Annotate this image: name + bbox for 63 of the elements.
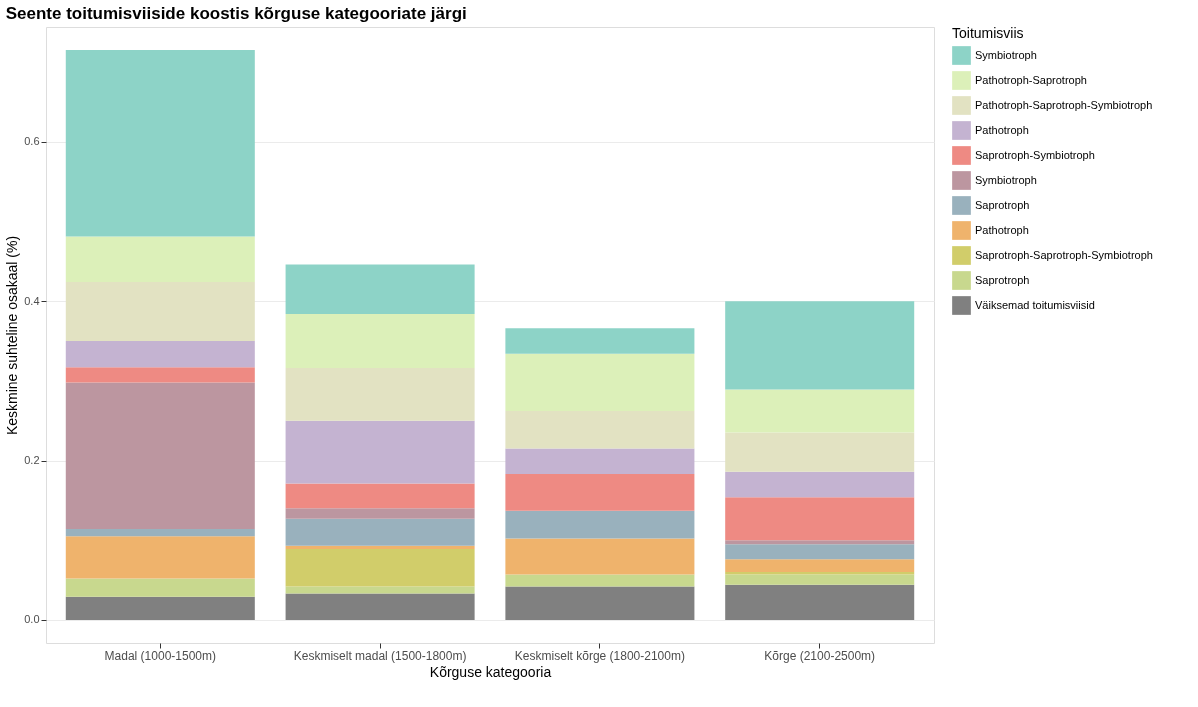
- bar: [65, 340, 255, 368]
- bar: [725, 559, 915, 573]
- bar: [505, 474, 695, 511]
- bar: [505, 411, 695, 449]
- bar: [285, 264, 475, 314]
- bar: [65, 578, 255, 597]
- legend-label: Symbiotroph: [975, 48, 1037, 61]
- legend-label: Saprotroph: [975, 198, 1030, 211]
- legend-label: Pathotroph: [975, 123, 1029, 136]
- x-axis-title: Kõrguse kategooria: [429, 663, 552, 680]
- bar: [725, 584, 915, 620]
- bar: [505, 586, 695, 620]
- bar: [65, 50, 255, 237]
- bar: [505, 510, 695, 539]
- bar: [65, 382, 255, 530]
- bar: [725, 540, 915, 545]
- bar: [285, 483, 475, 509]
- bar: [285, 586, 475, 594]
- y-axis-title: Keskmine suhteline osakaal (%): [4, 235, 21, 436]
- bar: [65, 282, 255, 341]
- bar: [725, 544, 915, 560]
- bar: [505, 353, 695, 412]
- bar: [725, 389, 915, 433]
- legend-label: Pathotroph: [975, 223, 1029, 236]
- bar: [285, 593, 475, 620]
- bar: [65, 596, 255, 620]
- bar: [505, 574, 695, 587]
- y-tick-label: 0.6: [24, 135, 40, 148]
- legend-label: Symbiotroph: [975, 173, 1037, 186]
- legend-label: Pathotroph-Saprotroph: [975, 73, 1087, 86]
- bar: [285, 508, 475, 519]
- legend-label: Pathotroph-Saprotroph-Symbiotroph: [975, 98, 1153, 111]
- x-tick-label: Madal (1000-1500m): [104, 648, 216, 663]
- bar: [65, 367, 255, 383]
- bar: [725, 497, 915, 541]
- y-tick-label: 0.4: [24, 294, 40, 307]
- bar: [285, 313, 475, 369]
- y-tick-label: 0.2: [24, 454, 40, 467]
- bar: [505, 538, 695, 575]
- bar: [285, 368, 475, 421]
- bar: [65, 236, 255, 283]
- bar: [285, 545, 475, 549]
- bar: [285, 518, 475, 546]
- x-tick-label: Keskmiselt kõrge (1800-2100m): [514, 648, 685, 663]
- bar: [285, 548, 475, 587]
- bar: [725, 432, 915, 472]
- bar: [725, 471, 915, 498]
- bar: [725, 574, 915, 585]
- bar: [725, 301, 915, 390]
- legend-label: Saprotroph-Saprotroph-Symbiotroph: [975, 248, 1153, 261]
- legend-label: Saprotroph-Symbiotroph: [975, 148, 1095, 161]
- y-tick-label: 0.0: [24, 613, 40, 626]
- chart-title: Seente toitumisviiside koostis kõrguse kategooriate järgi: [5, 4, 467, 23]
- legend-label: Saprotroph: [975, 273, 1030, 286]
- x-tick-label: Kõrge (2100-2500m): [764, 648, 876, 663]
- bar: [505, 328, 695, 354]
- legend-title: Toitumisviis: [952, 25, 1024, 41]
- bar: [505, 448, 695, 475]
- x-tick-label: Keskmiselt madal (1500-1800m): [293, 648, 467, 663]
- bar: [65, 536, 255, 579]
- legend-label: Väiksemad toitumisviisid: [975, 298, 1095, 311]
- bar: [285, 420, 475, 484]
- bar: [65, 529, 255, 537]
